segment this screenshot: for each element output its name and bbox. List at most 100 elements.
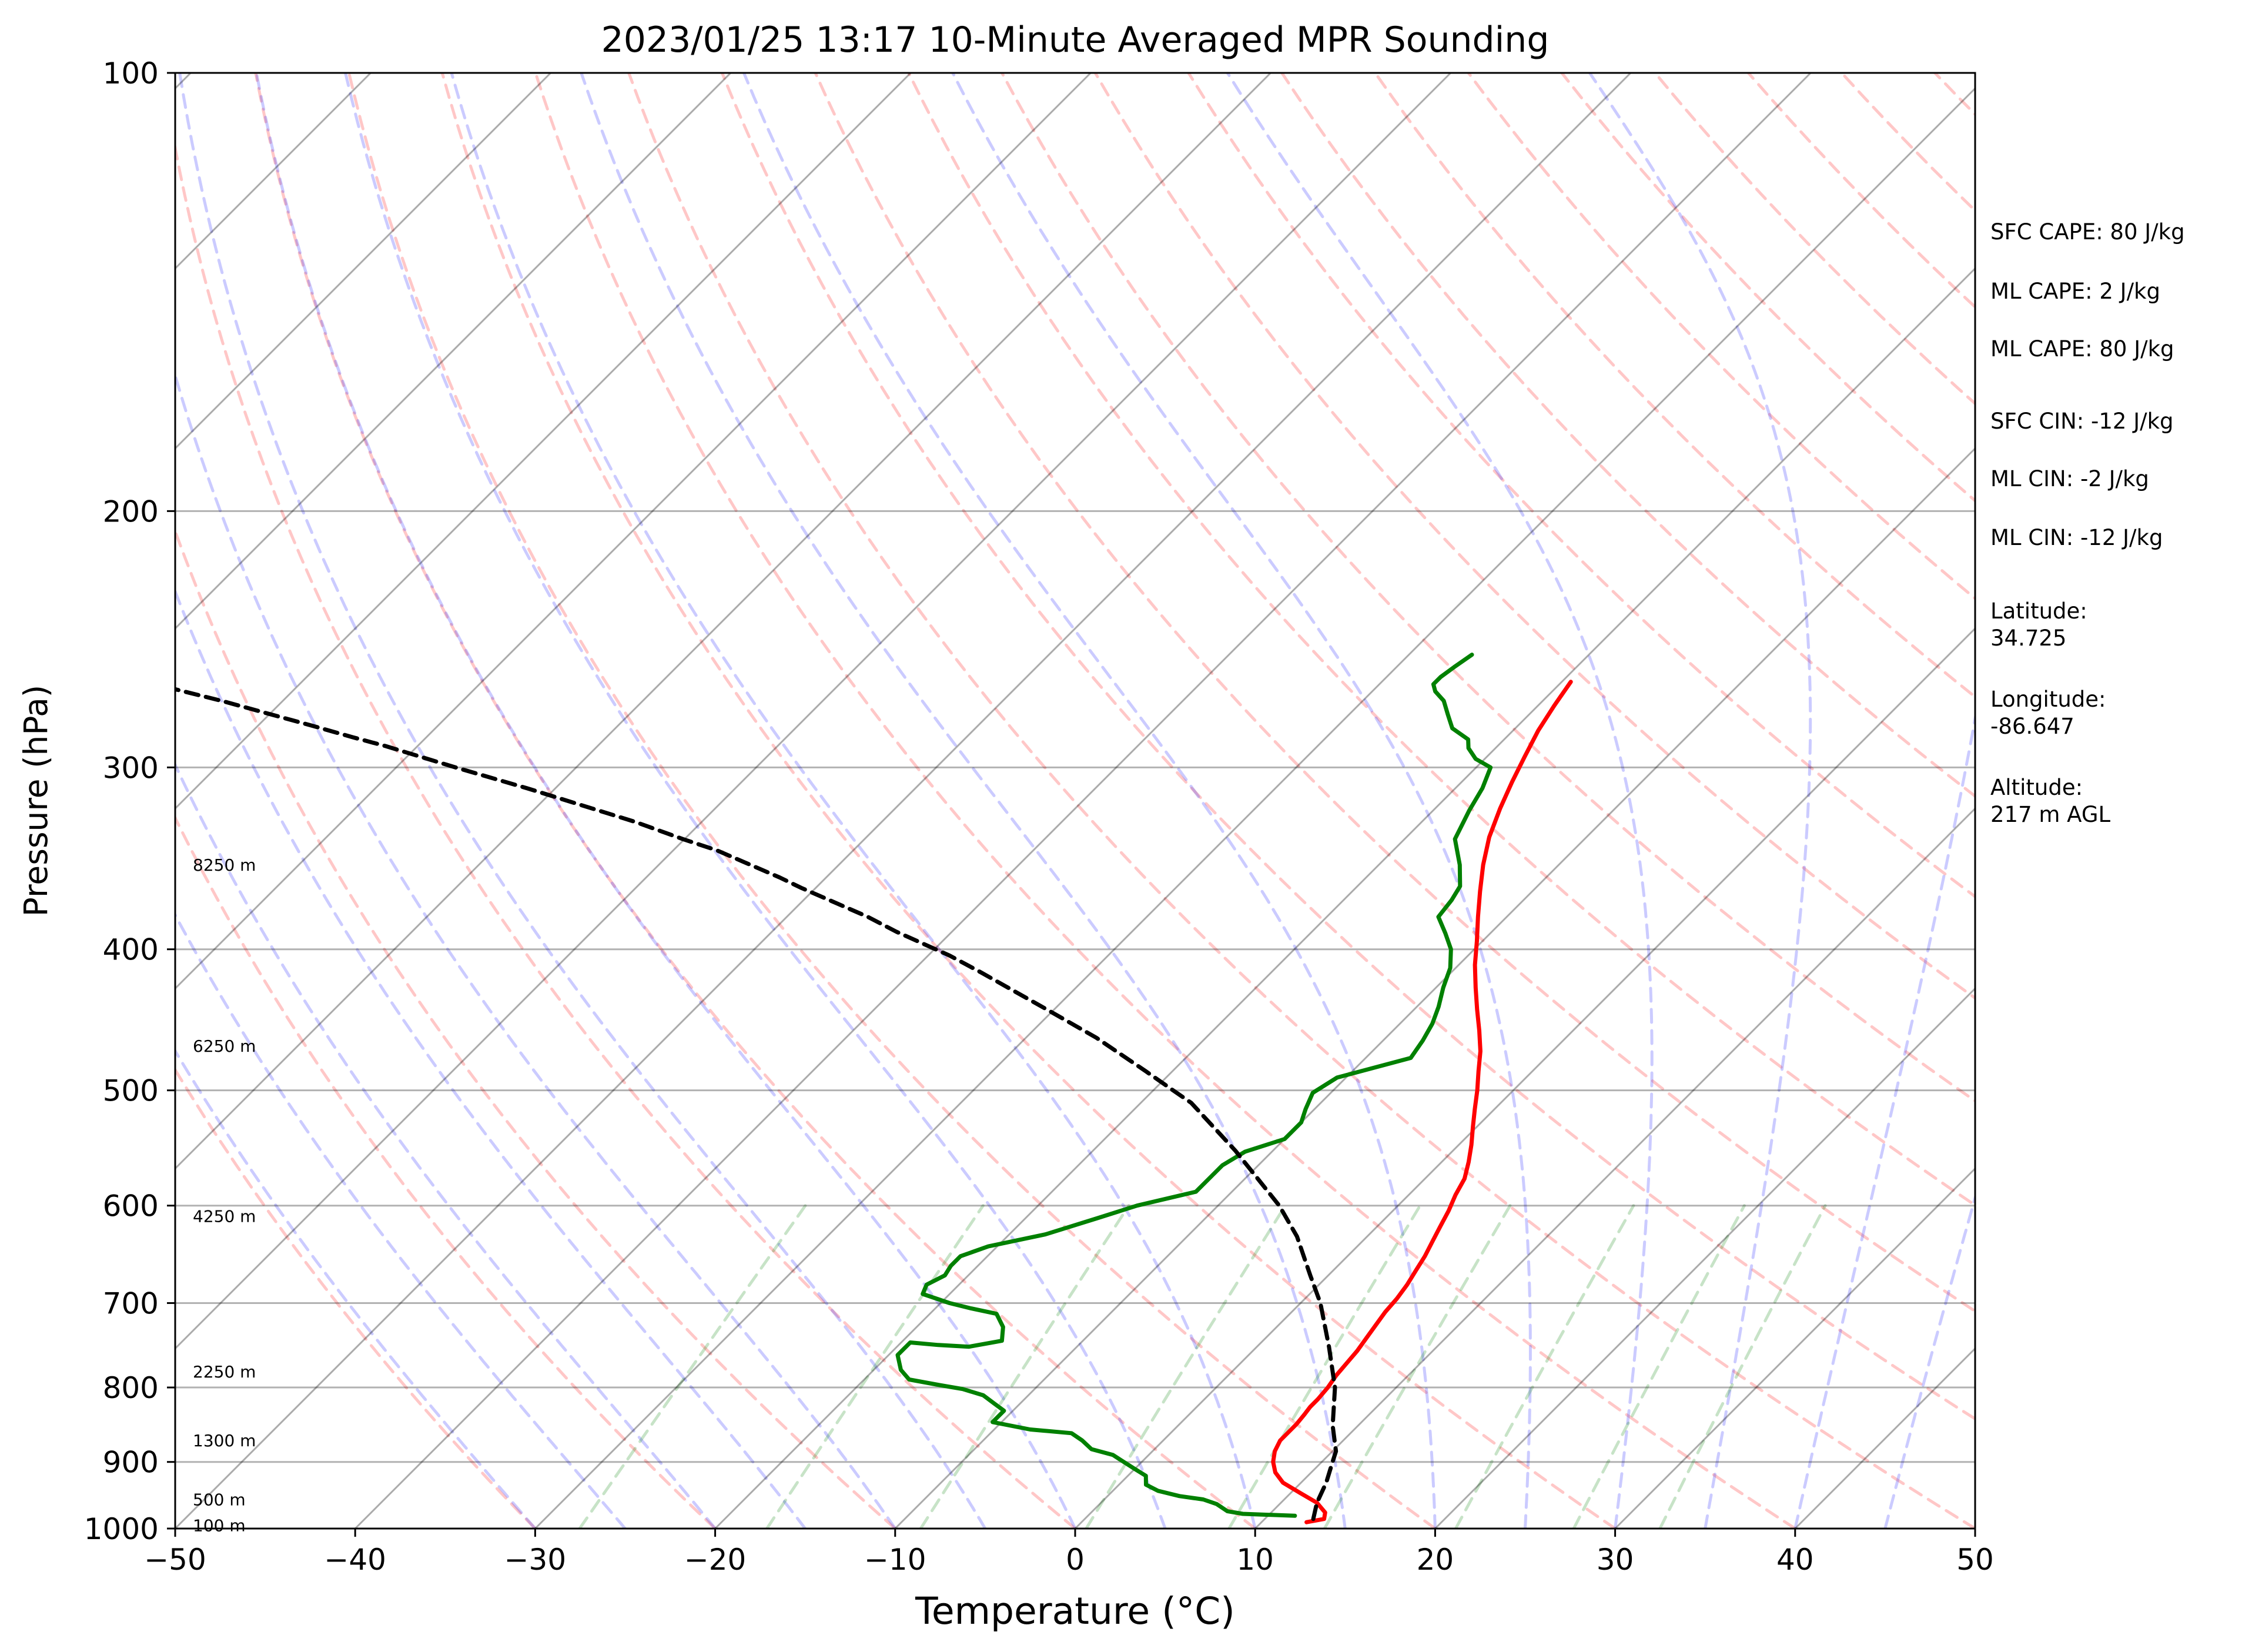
dry-adiabat xyxy=(440,73,1617,1529)
x-tick-label: 50 xyxy=(1956,1543,1994,1577)
moist-adiabat xyxy=(450,73,1257,1529)
mixing-ratio-line xyxy=(1572,1204,1746,1529)
height-label: 100 m xyxy=(193,1516,246,1536)
dry-adiabat xyxy=(347,73,1437,1529)
x-tick-label: −30 xyxy=(504,1543,567,1577)
dry-adiabat xyxy=(1187,73,1975,899)
dry-adiabat xyxy=(175,140,1077,1529)
moist-adiabat xyxy=(1588,73,1812,1529)
x-tick-label: −20 xyxy=(684,1543,747,1577)
isotherm xyxy=(714,267,1975,1529)
y-tick-label: 900 xyxy=(103,1446,159,1480)
mixing-ratio-line xyxy=(1323,1204,1512,1529)
mixing-ratio-line xyxy=(1658,1204,1827,1529)
x-axis: −50 −40 −30 −20 −10 0 10 20 30 40 50 xyxy=(144,1529,1994,1577)
dry-adiabat xyxy=(1654,73,1975,406)
moist-adiabat xyxy=(175,587,807,1529)
moist-adiabat xyxy=(175,370,897,1529)
x-tick-label: −10 xyxy=(864,1543,926,1577)
isotherm xyxy=(175,73,372,270)
isotherm xyxy=(175,73,1271,1170)
y-tick-label: 300 xyxy=(103,751,159,785)
dry-adiabat xyxy=(720,73,1975,1421)
mixing-ratio-line xyxy=(1454,1204,1635,1529)
series-layer xyxy=(175,653,1573,1524)
moist-adiabat xyxy=(255,73,1077,1529)
dry-adiabat xyxy=(1280,73,1975,798)
dry-adiabat xyxy=(1560,73,1975,503)
isotherm xyxy=(175,73,1092,990)
x-tick-label: 30 xyxy=(1597,1543,1634,1577)
x-tick-label: 0 xyxy=(1066,1543,1085,1577)
y-tick-label: 600 xyxy=(103,1189,159,1223)
y-tick-label: 100 xyxy=(103,56,159,91)
y-axis: 1000 900 800 700 600 500 400 300 200 100 xyxy=(84,56,175,1546)
isotherm xyxy=(175,73,551,450)
isotherm xyxy=(1074,627,1975,1529)
moist-adiabat xyxy=(1793,710,1975,1529)
height-label: 2250 m xyxy=(193,1362,256,1382)
mixing-ratio-line xyxy=(765,1204,985,1529)
x-axis-label: Temperature (°C) xyxy=(915,1590,1235,1633)
isotherm xyxy=(1614,1167,1975,1529)
height-label: 1300 m xyxy=(193,1431,256,1450)
isotherm xyxy=(894,447,1975,1529)
y-tick-label: 500 xyxy=(103,1074,159,1108)
height-label: 4250 m xyxy=(193,1206,256,1226)
dry-adiabat xyxy=(1373,73,1975,699)
isotherm xyxy=(175,73,912,810)
moist-adiabat xyxy=(175,912,627,1529)
latitude-note: Latitude: 34.725 xyxy=(1990,598,2087,651)
dry-adiabat xyxy=(814,73,1975,1313)
x-tick-label: −40 xyxy=(324,1543,386,1577)
isotherm xyxy=(1254,807,1975,1529)
x-tick-label: 10 xyxy=(1236,1543,1274,1577)
dry-adiabat xyxy=(534,73,1797,1529)
dry-adiabat xyxy=(175,527,897,1529)
altitude-note: Altitude: 217 m AGL xyxy=(1990,775,2111,827)
ml-cape-note-2: ML CAPE: 80 J/kg xyxy=(1990,336,2174,362)
y-axis-label: Pressure (hPa) xyxy=(17,685,55,917)
mixing-ratio-line xyxy=(919,1204,1130,1529)
moist-adiabat xyxy=(742,73,1437,1529)
sfc-cin-note: SFC CIN: -12 J/kg xyxy=(1990,409,2174,434)
isotherm xyxy=(175,73,1632,1529)
dry-adiabat xyxy=(175,1067,537,1529)
y-tick-label: 1000 xyxy=(84,1512,159,1546)
reference-lines xyxy=(0,73,1975,1529)
moist-adiabat xyxy=(175,761,717,1529)
isotherm xyxy=(0,73,11,1529)
y-tick-label: 700 xyxy=(103,1286,159,1320)
isotherm xyxy=(534,87,1975,1529)
height-label: 8250 m xyxy=(193,855,256,875)
ml-cape-note: ML CAPE: 2 J/kg xyxy=(1990,279,2160,304)
moist-adiabat xyxy=(951,73,1532,1529)
x-tick-label: 40 xyxy=(1776,1543,1814,1577)
y-tick-label: 800 xyxy=(103,1371,159,1405)
pressure-gridlines xyxy=(175,72,1975,1530)
height-label: 500 m xyxy=(193,1490,246,1509)
mixing-ratio-line xyxy=(1227,1204,1422,1529)
parcel-line xyxy=(175,687,1338,1521)
dry-adiabat xyxy=(1467,73,1975,601)
isotherm xyxy=(1434,987,1975,1529)
moist-adiabat xyxy=(580,73,1347,1529)
dry-adiabat xyxy=(1093,73,1975,1000)
longitude-note: Longitude: -86.647 xyxy=(1990,687,2106,739)
mixing-ratio-line xyxy=(578,1204,807,1529)
dewpoint-line xyxy=(895,653,1493,1518)
ml-cin-note-2: ML CIN: -12 J/kg xyxy=(1990,525,2163,550)
dry-adiabat xyxy=(907,73,1975,1208)
moist-adiabat xyxy=(344,73,1167,1529)
plot-frame xyxy=(174,72,1976,1530)
y-tick-label: 400 xyxy=(103,933,159,967)
mixing-ratio-line xyxy=(1085,1204,1287,1529)
x-tick-label: −50 xyxy=(144,1543,206,1577)
x-tick-label: 20 xyxy=(1417,1543,1454,1577)
sfc-cape-note: SFC CAPE: 80 J/kg xyxy=(1990,219,2185,245)
moist-adiabat xyxy=(1226,73,1654,1529)
moist-adiabat xyxy=(1883,1192,1975,1529)
isotherm xyxy=(354,73,1812,1529)
chart-title: 2023/01/25 13:17 10-Minute Averaged MPR … xyxy=(601,19,1550,61)
temperature-line xyxy=(1271,680,1573,1524)
